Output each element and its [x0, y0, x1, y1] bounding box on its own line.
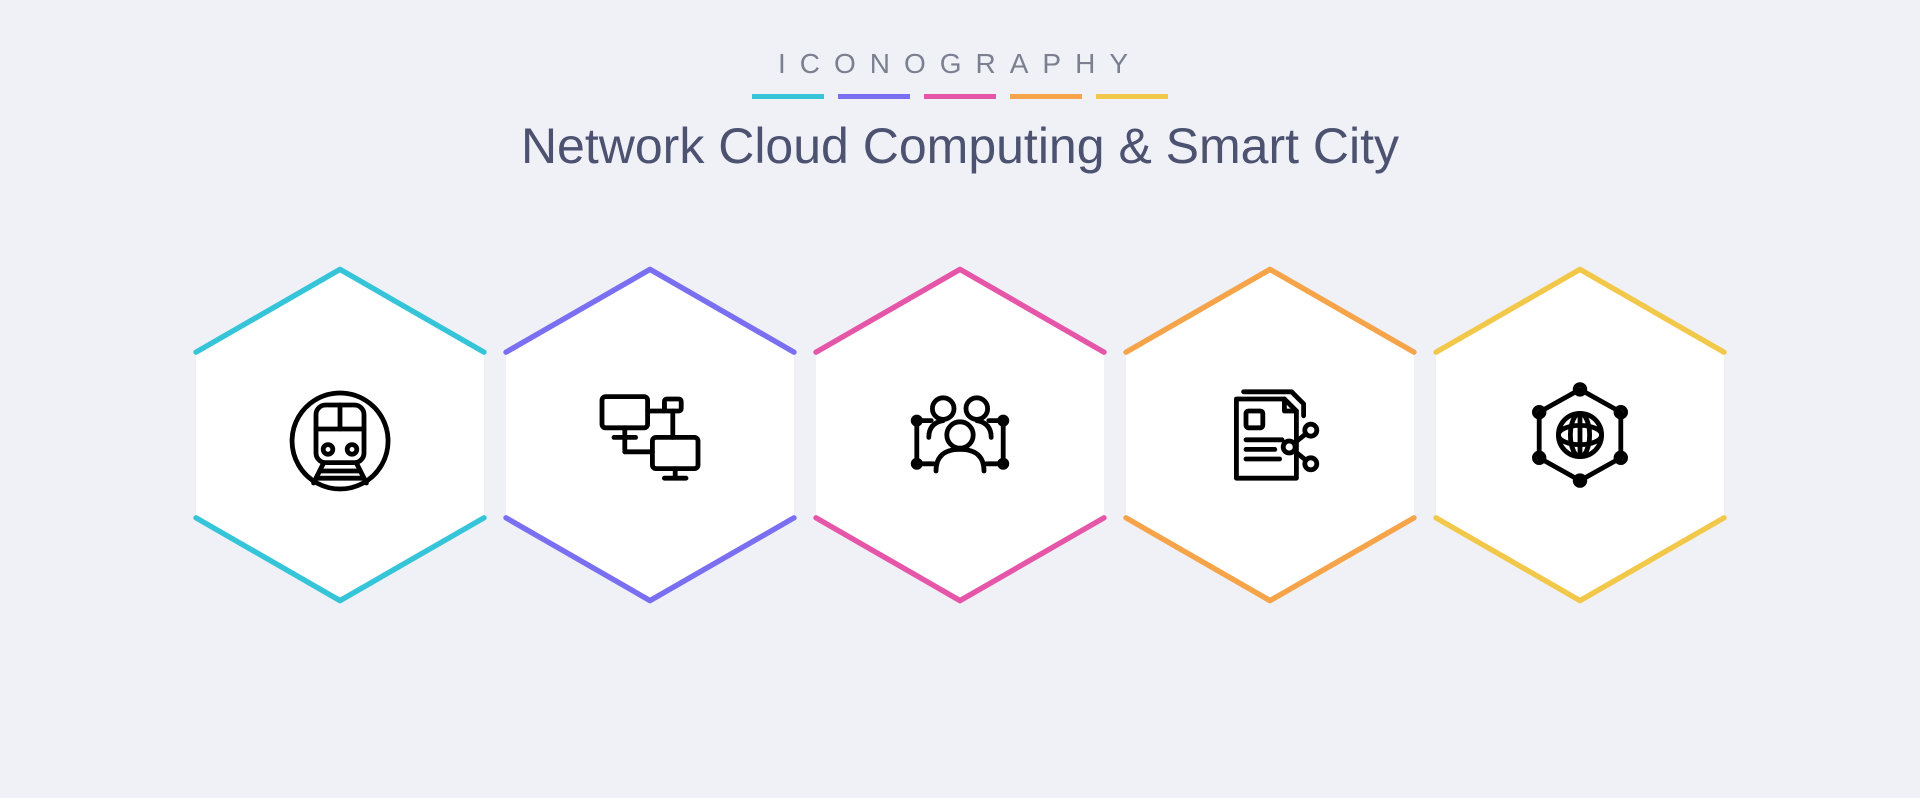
swatch-cyan: [752, 94, 824, 99]
swatch-yellow: [1096, 94, 1168, 99]
swatch-purple: [838, 94, 910, 99]
document-share-icon: [1200, 365, 1340, 505]
computer-sync-icon: [580, 365, 720, 505]
globe-network-icon: [1510, 365, 1650, 505]
page-title: Network Cloud Computing & Smart City: [521, 117, 1399, 175]
hex-card-train: [160, 255, 520, 615]
hex-card-document: [1090, 255, 1450, 615]
hex-card-team: [780, 255, 1140, 615]
brand-label: ICONOGRAPHY: [521, 48, 1399, 80]
color-bar: [521, 94, 1399, 99]
team-network-icon: [890, 365, 1030, 505]
hex-card-globe: [1400, 255, 1760, 615]
train-icon: [270, 365, 410, 505]
swatch-magenta: [924, 94, 996, 99]
swatch-orange: [1010, 94, 1082, 99]
hex-card-computers: [470, 255, 830, 615]
icon-row: [160, 255, 1760, 635]
